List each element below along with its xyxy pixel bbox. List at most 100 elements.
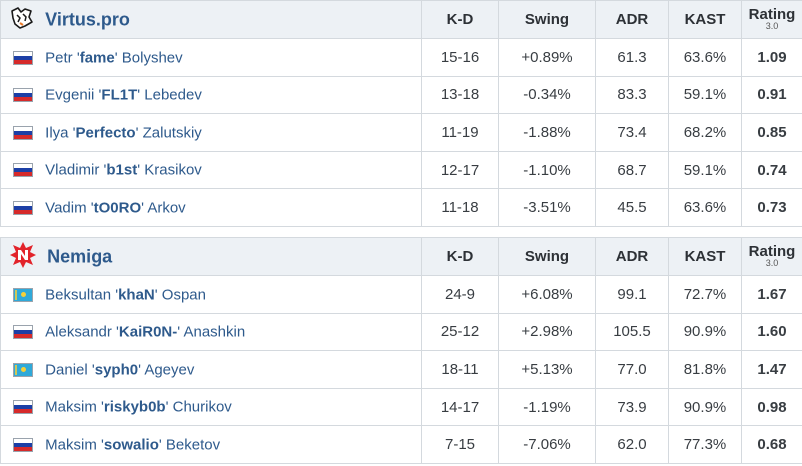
adr-column-header[interactable]: ADR [595,0,669,39]
adr-cell: 77.0 [595,350,669,389]
player-name-link[interactable]: Petr 'fame' Bolyshev [45,49,183,67]
team-header: Virtus.pro [0,0,422,39]
swing-column-header[interactable]: Swing [498,237,596,276]
russia-flag-icon [13,400,33,415]
russia-flag-icon [13,325,33,340]
player-cell: Vladimir 'b1st' Krasikov [0,150,422,190]
swing-cell: -0.34% [498,75,596,115]
kast-cell: 68.2% [668,113,742,152]
kast-column-header[interactable]: KAST [668,0,742,39]
kast-cell: 59.1% [668,150,742,190]
kd-cell: 12-17 [421,150,499,190]
player-row: Petr 'fame' Bolyshev 15-16 +0.89% 61.3 6… [0,38,802,77]
player-nickname: khaN [118,286,155,304]
rating-cell: 0.74 [741,150,802,190]
player-cell: Aleksandr 'KaiR0N-' Anashkin [0,312,422,352]
rating-cell: 0.85 [741,113,802,152]
kd-cell: 14-17 [421,387,499,427]
russia-flag-icon [13,163,33,178]
player-name-link[interactable]: Maksim 'sowalio' Beketov [45,436,221,454]
player-row: Ilya 'Perfecto' Zalutskiy 11-19 -1.88% 7… [0,113,802,152]
swing-cell: -1.19% [498,387,596,427]
player-name-link[interactable]: Vladimir 'b1st' Krasikov [45,161,202,179]
kd-cell: 7-15 [421,425,499,464]
player-name-link[interactable]: Ilya 'Perfecto' Zalutskiy [45,124,202,142]
player-name-link[interactable]: Daniel 'syph0' Ageyev [45,361,195,379]
rating-cell: 0.68 [741,425,802,464]
kast-cell: 81.8% [668,350,742,389]
player-last-name: Lebedev [144,86,202,104]
player-row: Maksim 'sowalio' Beketov 7-15 -7.06% 62.… [0,425,802,464]
player-name-link[interactable]: Evgenii 'FL1T' Lebedev [45,86,202,104]
adr-column-header[interactable]: ADR [595,237,669,276]
rating-cell: 1.09 [741,38,802,77]
kd-cell: 11-18 [421,188,499,227]
swing-cell: -3.51% [498,188,596,227]
player-first-name: Petr [45,49,73,67]
player-last-name: Ospan [161,286,206,304]
russia-flag-icon [13,437,33,452]
player-cell: Maksim 'riskyb0b' Churikov [0,387,422,427]
rating-version-label: 3.0 [765,21,779,31]
player-cell: Evgenii 'FL1T' Lebedev [0,75,422,115]
swing-cell: +2.98% [498,312,596,352]
kast-column-header[interactable]: KAST [668,237,742,276]
rating-cell: 1.60 [741,312,802,352]
player-last-name: Arkov [147,199,186,217]
player-last-name: Anashkin [183,323,246,341]
player-cell: Daniel 'syph0' Ageyev [0,350,422,389]
russia-flag-icon [13,88,33,103]
swing-cell: +6.08% [498,275,596,314]
player-last-name: Zalutskiy [142,124,202,142]
kast-cell: 72.7% [668,275,742,314]
adr-cell: 73.9 [595,387,669,427]
adr-cell: 105.5 [595,312,669,352]
player-row: Aleksandr 'KaiR0N-' Anashkin 25-12 +2.98… [0,312,802,352]
kd-column-header[interactable]: K-D [421,237,499,276]
player-nickname: b1st [106,161,138,179]
player-name-link[interactable]: Vadim 'tO0RO' Arkov [45,199,186,217]
rating-cell: 0.98 [741,387,802,427]
player-cell: Vadim 'tO0RO' Arkov [0,188,422,227]
kast-cell: 90.9% [668,312,742,352]
kast-cell: 90.9% [668,387,742,427]
kd-cell: 24-9 [421,275,499,314]
rating-column-header[interactable]: Rating 3.0 [741,0,802,39]
russia-flag-icon [13,200,33,215]
player-row: Daniel 'syph0' Ageyev 18-11 +5.13% 77.0 … [0,350,802,389]
player-first-name: Ilya [45,124,69,142]
team-header: Nemiga [0,237,422,276]
player-nickname: FL1T [101,86,138,104]
player-name-link[interactable]: Aleksandr 'KaiR0N-' Anashkin [45,323,246,341]
player-first-name: Maksim [45,436,97,454]
nemiga-n-logo-icon [9,241,37,273]
adr-cell: 73.4 [595,113,669,152]
player-cell: Beksultan 'khaN' Ospan [0,275,422,314]
player-name-link[interactable]: Beksultan 'khaN' Ospan [45,286,206,304]
player-nickname: Perfecto [75,124,136,142]
team-name-link[interactable]: Virtus.pro [45,9,130,29]
player-first-name: Evgenii [45,86,95,104]
player-name-link[interactable]: Maksim 'riskyb0b' Churikov [45,398,232,416]
player-first-name: Maksim [45,398,97,416]
player-first-name: Aleksandr [45,323,112,341]
player-first-name: Daniel [45,361,88,379]
kazakhstan-flag-icon [13,362,33,377]
kast-cell: 59.1% [668,75,742,115]
rating-cell: 0.91 [741,75,802,115]
swing-column-header[interactable]: Swing [498,0,596,39]
player-row: Vladimir 'b1st' Krasikov 12-17 -1.10% 68… [0,150,802,190]
player-nickname: KaiR0N- [118,323,178,341]
team-stats-table-virtus-pro: Virtus.pro K-D Swing ADR KAST Rating 3.0… [0,0,802,227]
adr-cell: 83.3 [595,75,669,115]
adr-cell: 62.0 [595,425,669,464]
virtus-pro-bear-logo-icon [9,5,35,35]
player-last-name: Beketov [165,436,221,454]
swing-cell: +0.89% [498,38,596,77]
kd-column-header[interactable]: K-D [421,0,499,39]
player-nickname: fame [79,49,115,67]
rating-column-header[interactable]: Rating 3.0 [741,237,802,276]
team-name-link[interactable]: Nemiga [47,246,113,266]
kast-cell: 63.6% [668,38,742,77]
player-nickname: sowalio [103,436,159,454]
